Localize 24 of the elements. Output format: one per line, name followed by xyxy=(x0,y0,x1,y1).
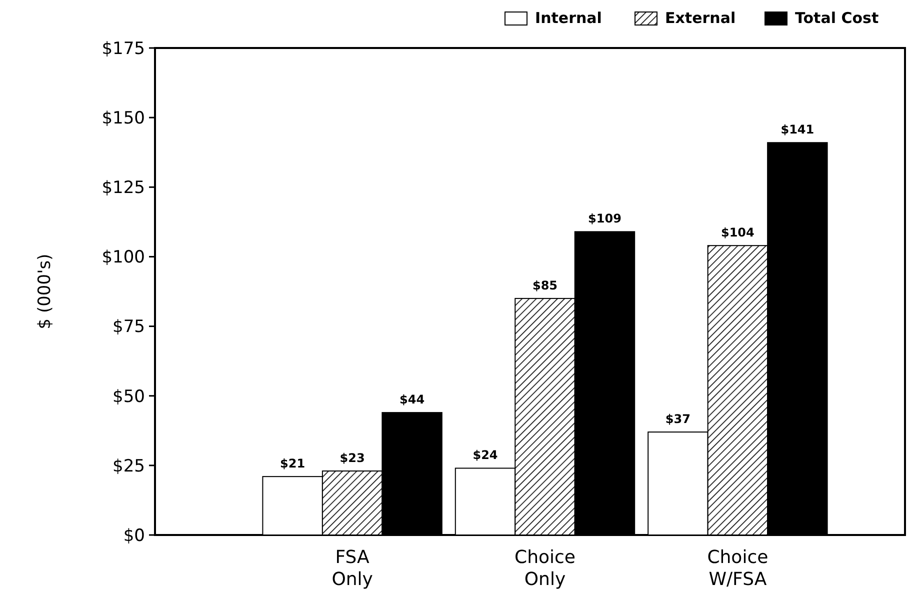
y-tick-label: $0 xyxy=(123,526,145,546)
data-label: $85 xyxy=(532,278,558,292)
legend-label: External xyxy=(665,9,736,27)
data-label: $24 xyxy=(472,448,498,462)
y-tick-label: $100 xyxy=(102,248,145,268)
data-label: $23 xyxy=(340,450,365,465)
y-tick-label: $175 xyxy=(102,38,145,59)
y-tick-label: $125 xyxy=(102,178,145,198)
y-axis-title: $ (000's) xyxy=(35,254,55,330)
y-tick-label: $150 xyxy=(102,108,145,129)
legend-label: Internal xyxy=(535,9,602,27)
data-label: $37 xyxy=(665,412,690,426)
x-tick-label: Choice Only xyxy=(514,547,576,590)
data-label: $21 xyxy=(280,456,306,471)
data-label: $104 xyxy=(720,226,754,240)
y-tick-label: $75 xyxy=(112,317,145,338)
data-label: $141 xyxy=(780,122,814,137)
y-tick-label: $50 xyxy=(112,386,145,407)
x-tick-label: Choice W/FSA xyxy=(707,547,768,590)
legend-label: Total Cost xyxy=(795,9,879,27)
y-tick-label: $25 xyxy=(112,456,145,476)
data-label: $109 xyxy=(588,212,622,226)
data-label: $44 xyxy=(400,392,425,407)
x-tick-label: FSA Only xyxy=(332,547,374,590)
